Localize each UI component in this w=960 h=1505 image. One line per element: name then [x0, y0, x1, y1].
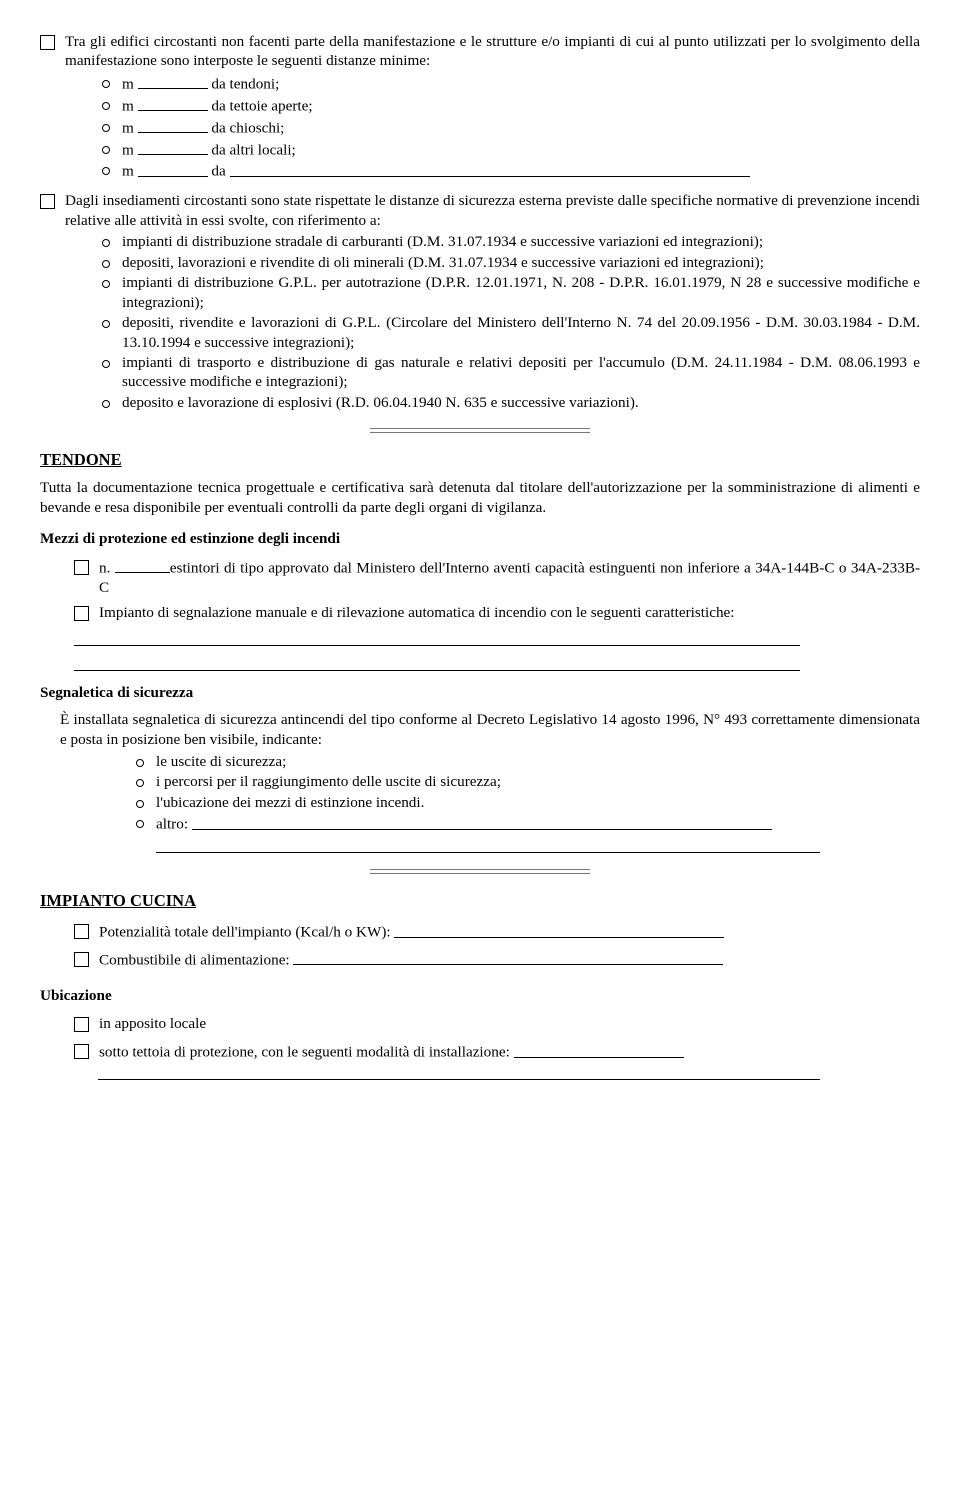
checkbox-potenzialita: Potenzialità totale dell'impianto (Kcal/…: [74, 921, 920, 942]
section-divider: [370, 869, 590, 874]
checkbox-icon[interactable]: [40, 194, 55, 209]
checkbox-tettoia: sotto tettoia di protezione, con le segu…: [74, 1041, 920, 1062]
distanza-label: da altri locali;: [211, 141, 295, 158]
list-item: m da tettoie aperte;: [102, 95, 920, 116]
cucina-heading: IMPIANTO CUCINA: [40, 890, 920, 911]
list-item: depositi, rivendite e lavorazioni di G.P…: [102, 313, 920, 352]
distanze-list: m da tendoni; m da tettoie aperte; m da …: [40, 73, 920, 181]
list-item: m da: [102, 160, 920, 181]
pot-text: Potenzialità totale dell'impianto (Kcal/…: [99, 921, 920, 942]
normativa-text: impianti di trasporto e distribuzione di…: [122, 354, 920, 390]
mezzi-heading: Mezzi di protezione ed estinzione degli …: [40, 529, 920, 548]
insediamenti-text: Dagli insediamenti circostanti sono stat…: [65, 191, 920, 230]
list-item: altro:: [136, 813, 920, 834]
checkbox-combustibile: Combustibile di alimentazione:: [74, 949, 920, 970]
distanza-label: da tettoie aperte;: [211, 97, 312, 114]
checkbox-icon[interactable]: [40, 35, 55, 50]
checkbox-icon[interactable]: [74, 924, 89, 939]
checkbox-icon[interactable]: [74, 1044, 89, 1059]
normativa-text: impianti di distribuzione stradale di ca…: [122, 233, 763, 250]
blank-field[interactable]: [138, 118, 208, 133]
prefix-m: m: [122, 141, 134, 158]
normativa-text: depositi, rivendite e lavorazioni di G.P…: [122, 314, 920, 350]
list-item: m da tendoni;: [102, 73, 920, 94]
checkbox-icon[interactable]: [74, 952, 89, 967]
checkbox-distanze-minime: Tra gli edifici circostanti non facenti …: [40, 32, 920, 71]
blank-field[interactable]: [230, 161, 750, 176]
list-item: depositi, lavorazioni e rivendite di oli…: [102, 253, 920, 272]
segnaletica-intro: È installata segnaletica di sicurezza an…: [40, 710, 920, 749]
blank-line[interactable]: [156, 838, 820, 853]
blank-field[interactable]: [394, 922, 724, 937]
tettoia-label: sotto tettoia di protezione, con le segu…: [99, 1044, 510, 1061]
altro-label: altro:: [156, 816, 188, 833]
estintori-post: estintori di tipo approvato dal Minister…: [99, 559, 920, 595]
prefix-m: m: [122, 97, 134, 114]
distanze-minime-text: Tra gli edifici circostanti non facenti …: [65, 32, 920, 71]
distanza-label: da: [211, 163, 225, 180]
normative-list: impianti di distribuzione stradale di ca…: [40, 232, 920, 412]
pot-label: Potenzialità totale dell'impianto (Kcal/…: [99, 924, 391, 941]
blank-field[interactable]: [115, 558, 170, 573]
blank-line[interactable]: [74, 631, 800, 646]
blank-field[interactable]: [514, 1042, 684, 1057]
seg-item-text: le uscite di sicurezza;: [156, 753, 286, 770]
seg-item-text: l'ubicazione dei mezzi di estinzione inc…: [156, 794, 424, 811]
impianto-seg-text: Impianto di segnalazione manuale e di ri…: [99, 603, 920, 622]
checkbox-estintori: n. estintori di tipo approvato dal Minis…: [74, 557, 920, 597]
seg-item-text: i percorsi per il raggiungimento delle u…: [156, 773, 501, 790]
blank-field[interactable]: [192, 814, 772, 829]
prefix-m: m: [122, 75, 134, 92]
list-item: i percorsi per il raggiungimento delle u…: [136, 772, 920, 791]
segnaletica-heading: Segnaletica di sicurezza: [40, 683, 920, 702]
checkbox-icon[interactable]: [74, 1017, 89, 1032]
tendone-intro: Tutta la documentazione tecnica progettu…: [40, 478, 920, 517]
blank-field[interactable]: [138, 96, 208, 111]
normativa-text: deposito e lavorazione di esplosivi (R.D…: [122, 394, 639, 411]
section-divider: [370, 428, 590, 433]
checkbox-impianto-segnalazione: Impianto di segnalazione manuale e di ri…: [74, 603, 920, 624]
list-item: deposito e lavorazione di esplosivi (R.D…: [102, 393, 920, 412]
list-item: l'ubicazione dei mezzi di estinzione inc…: [136, 793, 920, 812]
blank-field[interactable]: [293, 950, 723, 965]
blank-field[interactable]: [138, 74, 208, 89]
ubicazione-heading: Ubicazione: [40, 986, 920, 1005]
checkbox-apposito-locale: in apposito locale: [74, 1014, 920, 1035]
tendone-heading: TENDONE: [40, 449, 920, 470]
comb-text: Combustibile di alimentazione:: [99, 949, 920, 970]
blank-line[interactable]: [74, 656, 800, 671]
document-page: Tra gli edifici circostanti non facenti …: [0, 0, 960, 1130]
list-item: impianti di distribuzione G.P.L. per aut…: [102, 273, 920, 312]
list-item: m da chioschi;: [102, 117, 920, 138]
normativa-text: depositi, lavorazioni e rivendite di oli…: [122, 254, 764, 271]
locale-text: in apposito locale: [99, 1014, 920, 1033]
list-item: le uscite di sicurezza;: [136, 752, 920, 771]
comb-label: Combustibile di alimentazione:: [99, 951, 290, 968]
list-item: impianti di distribuzione stradale di ca…: [102, 232, 920, 251]
checkbox-icon[interactable]: [74, 606, 89, 621]
prefix-m: m: [122, 119, 134, 136]
segnaletica-list: le uscite di sicurezza; i percorsi per i…: [40, 752, 920, 834]
estintori-text: n. estintori di tipo approvato dal Minis…: [99, 557, 920, 597]
list-item: impianti di trasporto e distribuzione di…: [102, 353, 920, 392]
list-item: m da altri locali;: [102, 139, 920, 160]
blank-field[interactable]: [138, 140, 208, 155]
normativa-text: impianti di distribuzione G.P.L. per aut…: [122, 274, 920, 310]
estintori-prefix: n.: [99, 559, 110, 576]
prefix-m: m: [122, 163, 134, 180]
blank-field[interactable]: [138, 161, 208, 176]
checkbox-icon[interactable]: [74, 560, 89, 575]
blank-line[interactable]: [98, 1065, 820, 1080]
distanza-label: da tendoni;: [211, 75, 279, 92]
distanza-label: da chioschi;: [211, 119, 284, 136]
checkbox-insediamenti: Dagli insediamenti circostanti sono stat…: [40, 191, 920, 230]
tettoia-text: sotto tettoia di protezione, con le segu…: [99, 1041, 920, 1062]
